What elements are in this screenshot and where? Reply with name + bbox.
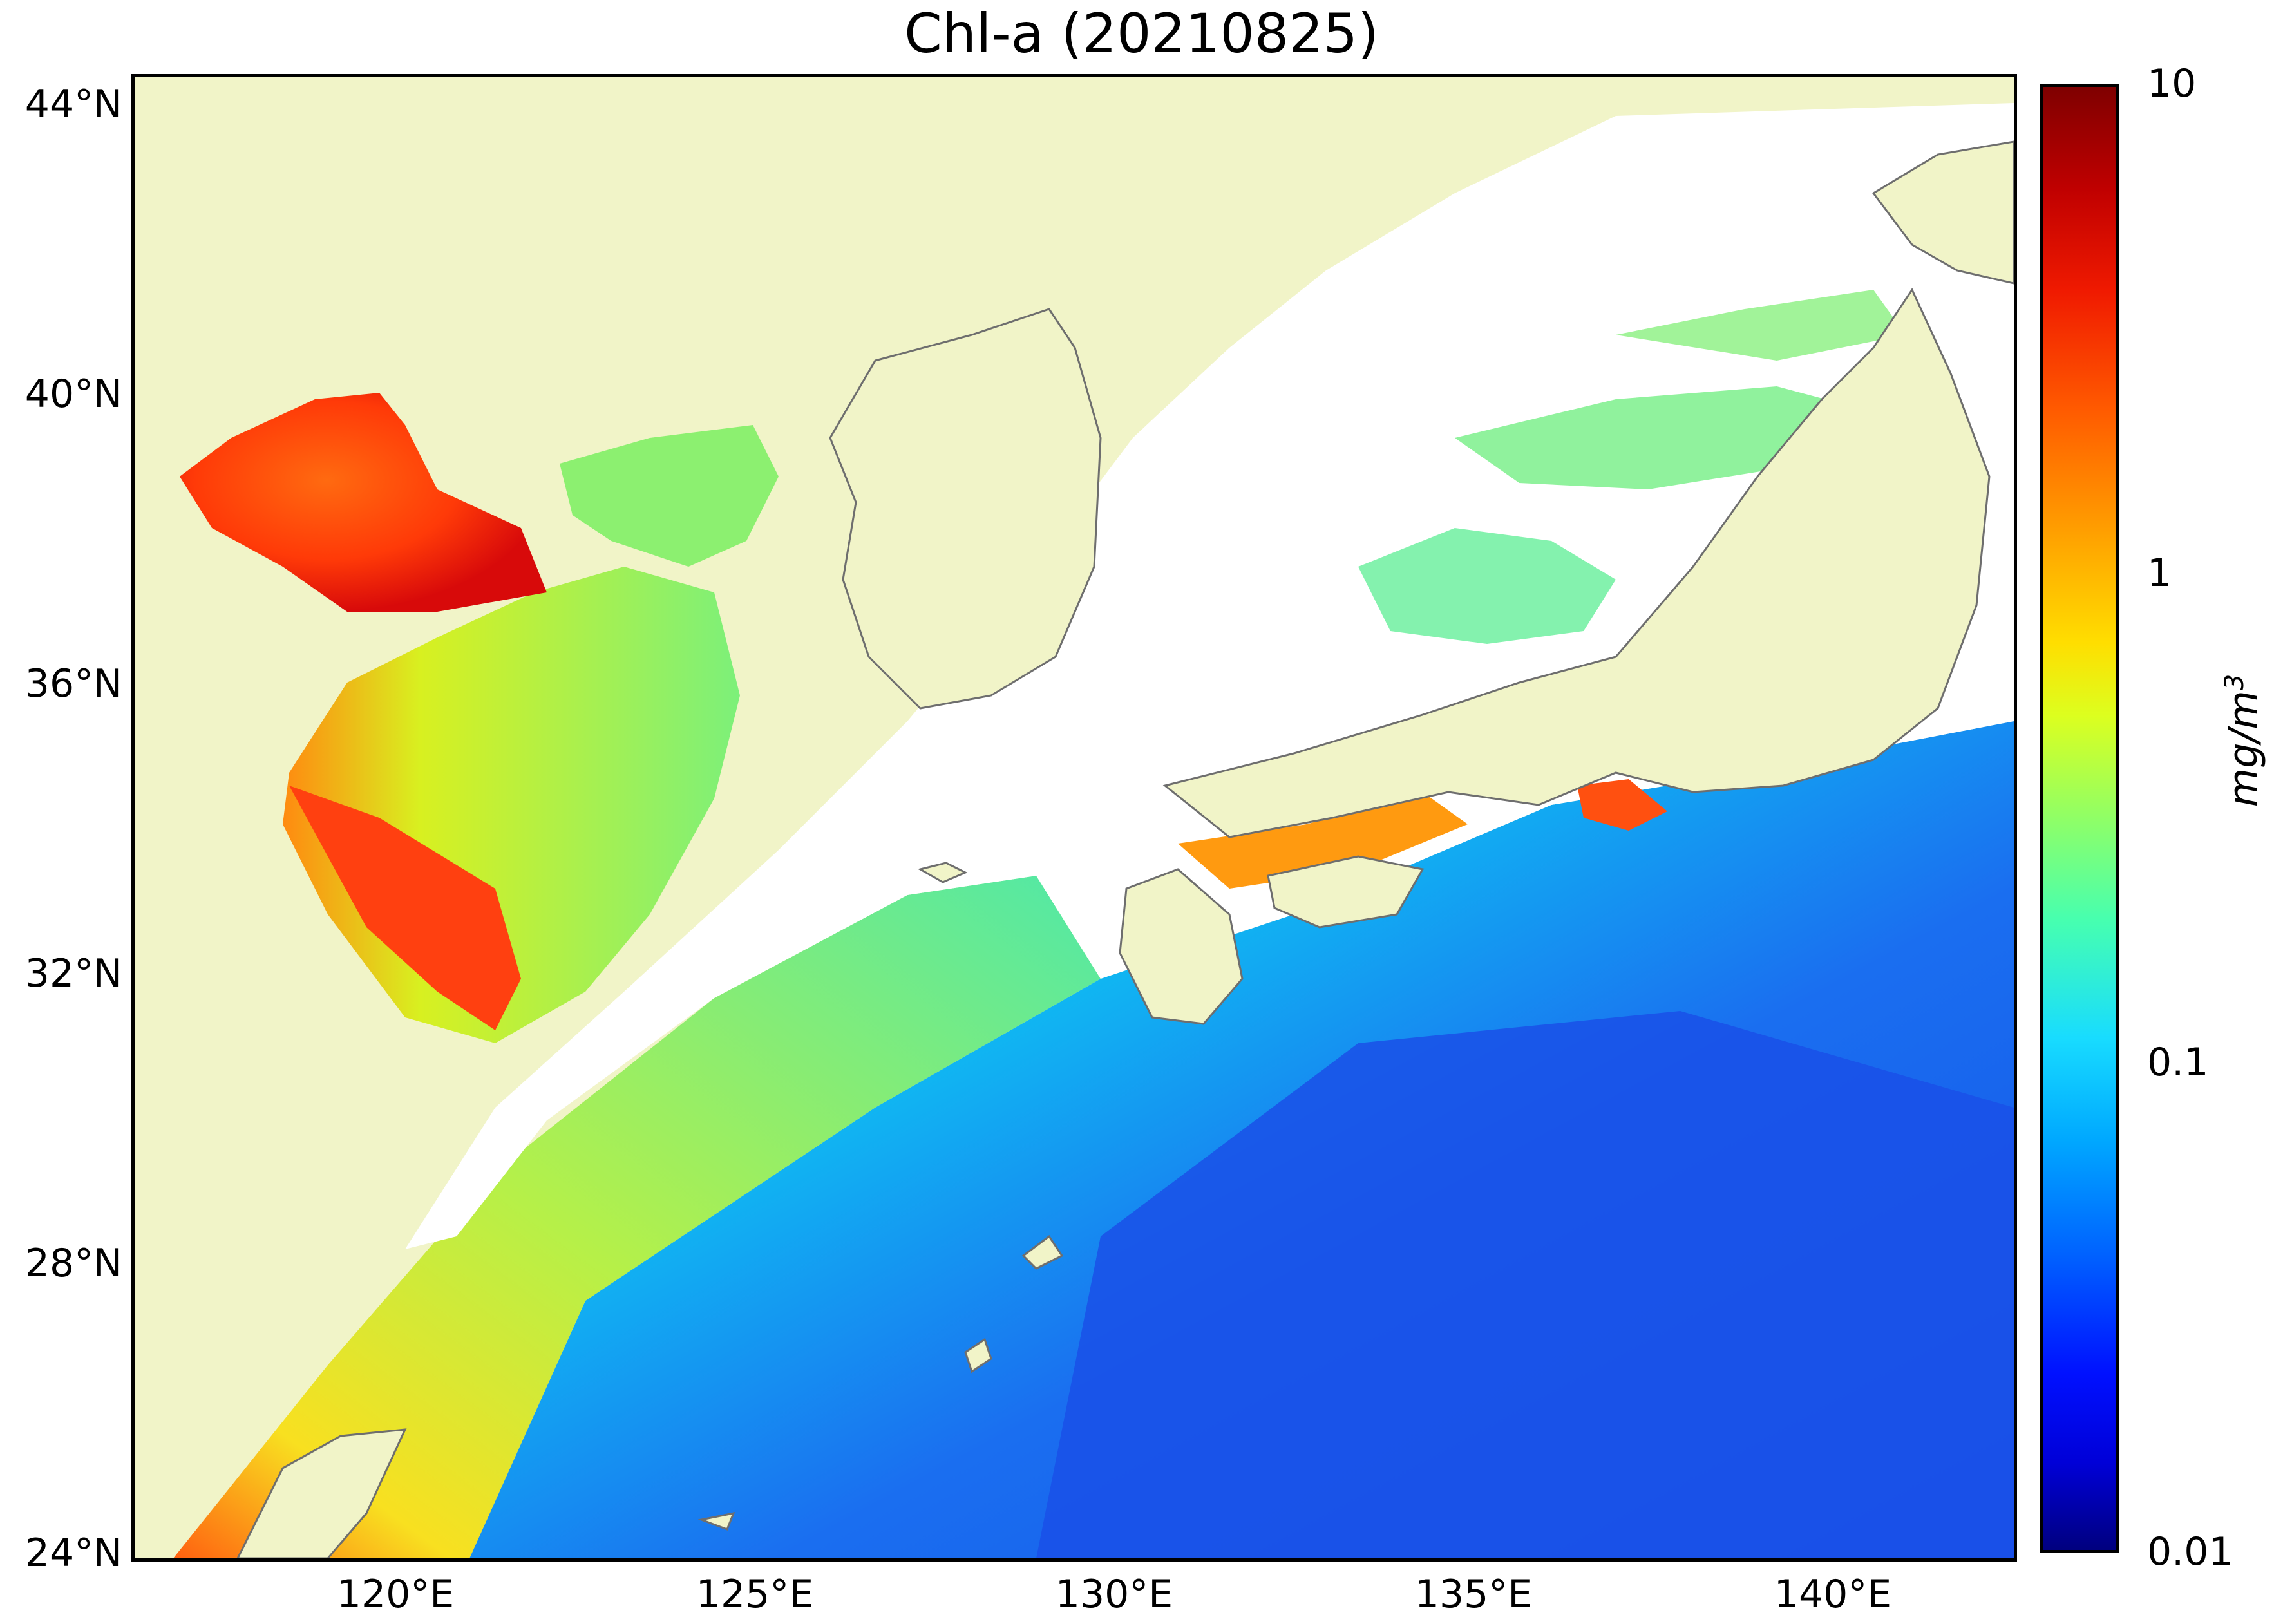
ryukyu-island-2 <box>964 1337 992 1374</box>
sea-of-japan-chl-patch-3 <box>1616 290 1906 361</box>
lat-label-24n: 24°N <box>24 1531 122 1576</box>
colorbar-unit-exponent: 3 <box>2220 674 2250 691</box>
liaodong-bay-chl <box>560 425 779 567</box>
japan-shikoku-land <box>1267 855 1425 929</box>
colorbar-unit-base: mg/m <box>2219 690 2267 807</box>
colorbar-tick-0-1: 0.1 <box>2147 1040 2209 1085</box>
japan-honshu-land <box>1162 287 1991 838</box>
lat-label-28n: 28°N <box>24 1241 122 1286</box>
jeju-island-land <box>918 862 968 883</box>
lon-label-120e: 120°E <box>336 1572 455 1617</box>
hokkaido-land <box>1871 140 2014 285</box>
lon-label-130e: 130°E <box>1055 1572 1173 1617</box>
seto-inland-sea-chl <box>1178 792 1468 889</box>
korean-peninsula-land <box>829 308 1102 710</box>
jiangsu-coast-chl <box>289 786 521 1030</box>
sea-of-japan-chl-patch-1 <box>1358 528 1616 644</box>
colorbar <box>2040 84 2119 1553</box>
lat-label-32n: 32°N <box>24 951 122 996</box>
lon-label-140e: 140°E <box>1774 1572 1892 1617</box>
lat-label-44n: 44°N <box>24 82 122 127</box>
colorbar-tick-0-01: 0.01 <box>2147 1529 2233 1574</box>
lon-label-135e: 135°E <box>1414 1572 1533 1617</box>
ise-bay-chl <box>1577 779 1667 831</box>
map-canvas <box>173 103 2014 1558</box>
colorbar-tick-10: 10 <box>2147 61 2197 106</box>
map-panel <box>131 74 2017 1562</box>
ryukyu-island-1 <box>1021 1234 1064 1270</box>
lon-label-125e: 125°E <box>696 1572 814 1617</box>
taiwan-land <box>236 1428 407 1558</box>
bohai-sea-chl <box>180 393 547 612</box>
ocean-low-chl-core <box>1036 1011 2014 1558</box>
ryukyu-island-3 <box>697 1511 735 1531</box>
map-title: Chl-a (20210825) <box>904 2 1379 65</box>
japan-kyushu-land <box>1119 868 1244 1025</box>
colorbar-unit-label: mg/m3 <box>2209 644 2267 837</box>
lat-label-36n: 36°N <box>24 661 122 706</box>
lat-label-40n: 40°N <box>24 372 122 417</box>
colorbar-tick-1: 1 <box>2147 551 2172 596</box>
east-china-sea-chl <box>173 876 1101 1558</box>
no-data-cloud-strip <box>405 103 2014 1249</box>
